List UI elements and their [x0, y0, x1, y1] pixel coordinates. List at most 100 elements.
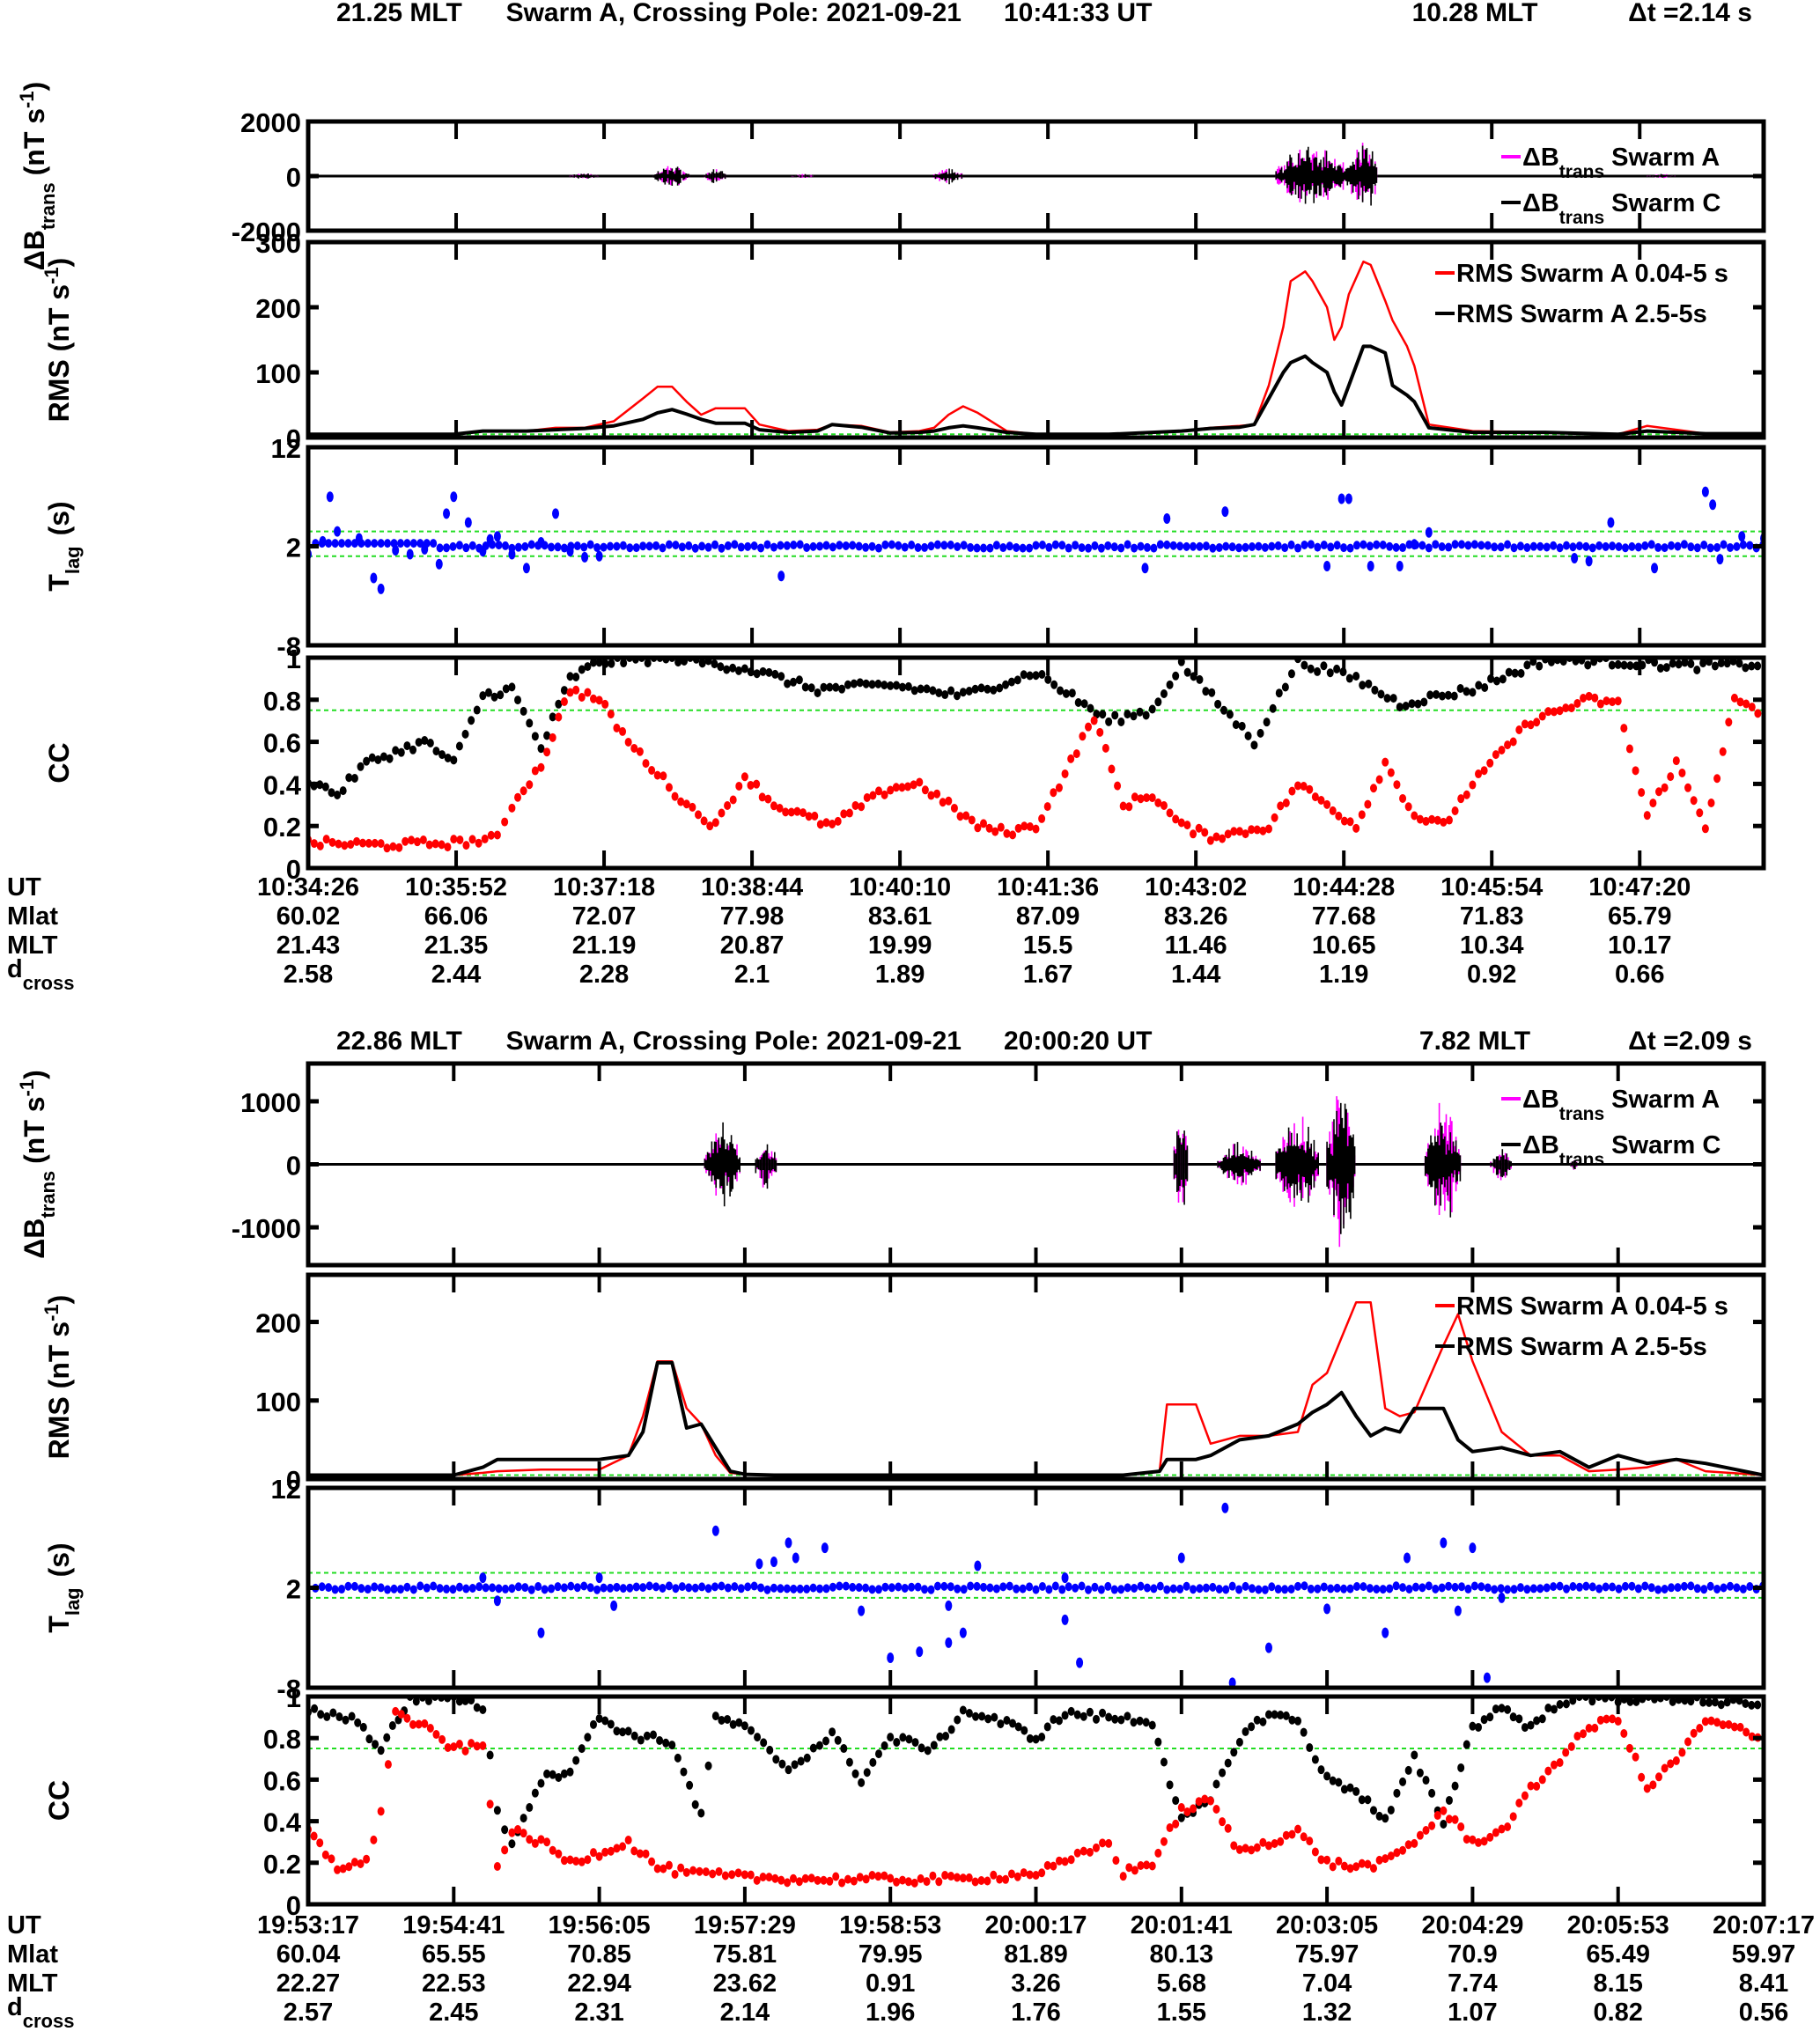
cc-point-red [1190, 1804, 1197, 1814]
cc-point-black [760, 1738, 768, 1748]
tlag-point [888, 1583, 895, 1593]
tlag-point [423, 1583, 431, 1593]
cc-point-black [1232, 720, 1240, 730]
cc-point-black [595, 1713, 603, 1723]
cc-point-black [479, 691, 487, 701]
axes-box [306, 239, 1766, 440]
cc-point-red [1079, 732, 1087, 741]
series-rms-red [308, 1300, 1764, 1476]
tlag-point [384, 539, 392, 548]
cc-point-black [1050, 1715, 1057, 1725]
cc-point-red [793, 806, 801, 816]
ylabel-sub: lag [62, 546, 84, 574]
cc-point-black [335, 1712, 343, 1722]
tlag-point [1396, 561, 1404, 571]
tlag-point [1323, 561, 1331, 571]
tick-value-mlt: 7.74 [1448, 1969, 1497, 1998]
cc-point-red [671, 1869, 679, 1879]
cc-point-red [1277, 1837, 1285, 1846]
cc-point-red [923, 1877, 931, 1887]
cc-point-red [1026, 822, 1034, 832]
cc-point-black [620, 659, 628, 668]
tlag-point [959, 1627, 967, 1638]
cc-point-black [1086, 1707, 1094, 1717]
tlag-point [1418, 541, 1426, 550]
tlag-point [874, 1585, 882, 1594]
cc-point-black [493, 1806, 501, 1815]
cc-point-red [1055, 783, 1063, 792]
cc-point-black [1469, 1721, 1477, 1731]
cc-point-red [1375, 775, 1383, 784]
cc-point-red [1509, 1812, 1517, 1822]
cc-point-black [584, 662, 592, 672]
cc-point-black [490, 692, 498, 702]
tlag-point [344, 539, 352, 548]
cc-point-red [357, 1859, 365, 1869]
tlag-point [1569, 1582, 1577, 1592]
cc-point-black [1626, 1697, 1634, 1706]
cc-point-red [595, 696, 603, 705]
cc-point-red [997, 822, 1005, 832]
legend-entry: ΔBtransSwarm C [1522, 1131, 1721, 1170]
cc-point-red [377, 839, 385, 849]
tlag-point [552, 508, 560, 519]
tlag-point [1458, 1582, 1466, 1592]
cc-point-black [1486, 1712, 1494, 1722]
cc-point-red [1451, 1814, 1459, 1824]
cc-point-red [1504, 1822, 1512, 1832]
tlag-point [479, 1572, 487, 1584]
tlag-point [947, 541, 954, 550]
tlag-point [593, 542, 601, 552]
tick-value-mlt: 10.65 [1312, 931, 1376, 960]
cc-point-red [1105, 1838, 1113, 1848]
cc-point-red [415, 1719, 423, 1729]
cc-point-black [1148, 1720, 1156, 1730]
cc-point-black [1440, 1819, 1448, 1829]
tlag-point [1131, 1583, 1138, 1593]
header-mlt-right: 7.82 MLT [1419, 1027, 1530, 1056]
cc-point-black [1456, 683, 1464, 693]
cc-point-black [717, 662, 725, 672]
cc-point-red [487, 830, 495, 840]
cc-point-red [402, 836, 409, 846]
cc-point-red [1556, 706, 1564, 716]
cc-point-red [950, 803, 958, 813]
ylabel-sup: -1 [16, 1079, 38, 1097]
tlag-point [632, 543, 640, 553]
tlag-point [450, 491, 458, 503]
cc-point-black [1365, 679, 1373, 688]
tick-value-dcross: 2.57 [284, 1999, 333, 2027]
cc-point-red [455, 1740, 463, 1749]
cc-point-red [801, 1873, 809, 1883]
tlag-point [1575, 541, 1583, 551]
cc-point-black [741, 1721, 748, 1731]
tlag-point [1222, 1585, 1230, 1594]
cc-point-black [947, 686, 955, 696]
tlag-point [1733, 541, 1741, 551]
cc-point-black [1475, 1722, 1483, 1732]
cc-point-red [1550, 1760, 1558, 1770]
cc-point-red [493, 1862, 501, 1872]
tlag-point [895, 1582, 903, 1592]
tick-value-mlat: 70.85 [567, 1940, 631, 1969]
tlag-point [1307, 540, 1315, 549]
cc-point-black [383, 1733, 391, 1742]
cc-point-red [844, 1874, 851, 1884]
tlag-point [887, 1652, 895, 1663]
tlag-point [1281, 1585, 1289, 1594]
cc-point-red [706, 821, 714, 831]
tlag-point [493, 1595, 501, 1607]
tlag-point [1117, 543, 1125, 553]
row-label-mlt: MLT [7, 1969, 58, 1998]
cc-point-red [1433, 815, 1441, 825]
tlag-point [1242, 1581, 1249, 1591]
cc-point-red [1201, 828, 1209, 837]
cc-point-black [997, 1719, 1005, 1729]
tick-value-mlat: 60.04 [276, 1940, 341, 1969]
tlag-point [1405, 540, 1413, 549]
cc-point-black [501, 1825, 509, 1835]
cc-point-red [1696, 808, 1704, 818]
cc-point-red [1428, 1821, 1436, 1830]
tlag-point [792, 1552, 799, 1564]
